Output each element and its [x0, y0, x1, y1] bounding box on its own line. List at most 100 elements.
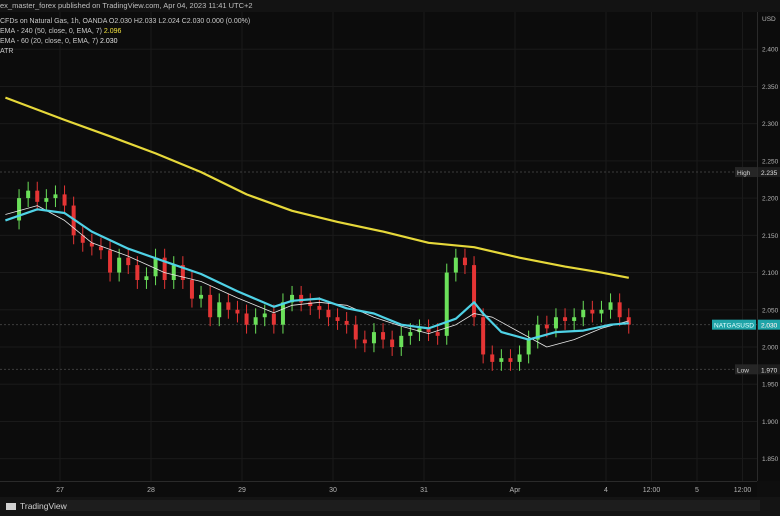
price-tick-label: 2.150 [762, 233, 779, 240]
chart-area[interactable]: High Low NATGASUSD CFDs on Natural Gas, 1h… [0, 12, 757, 481]
candle-body [217, 302, 222, 318]
price-tick-label: 2.000 [762, 345, 779, 352]
candle-body [417, 328, 422, 333]
candle-body [572, 317, 577, 321]
candle-body [462, 257, 467, 266]
candle-body [290, 294, 295, 303]
legend-ema-60[interactable]: EMA - 60 (20, close, 0, EMA, 7) 2.030 [0, 38, 118, 45]
time-tick-label: 29 [238, 487, 246, 494]
ema-240-line [5, 96, 630, 279]
candle-body [135, 265, 140, 280]
candle-body [490, 354, 495, 362]
candle-body [344, 320, 349, 325]
price-tick-label: 1.900 [762, 419, 779, 426]
candle-body [353, 324, 358, 340]
currency-label: USD [762, 16, 776, 23]
candle-body [563, 317, 568, 321]
footer-bar [60, 500, 760, 511]
candle-body [271, 313, 276, 325]
candle-body [617, 302, 622, 318]
high-tag: High [735, 167, 757, 178]
candle-body [553, 317, 558, 329]
legend-atr[interactable]: ATR [0, 48, 14, 55]
candle-body [44, 198, 49, 202]
legend-ema-60-label: EMA - 60 (20, close, 0, EMA, 7) [0, 38, 99, 45]
candle-body [117, 257, 122, 273]
legend-ema-60-value: 2.030 [100, 38, 118, 45]
candle-body [17, 198, 22, 221]
time-tick-label: 12:00 [734, 487, 752, 494]
candle-body [208, 294, 213, 318]
time-tick-label: 31 [420, 487, 428, 494]
high-tag-label: High [737, 170, 751, 177]
candle-body [444, 272, 449, 336]
legend-symbol[interactable]: CFDs on Natural Gas, 1h, OANDA O2.030 H2… [0, 18, 251, 25]
symbol-tag-label: NATGASUSD [714, 323, 754, 330]
candle-body [599, 309, 604, 314]
footer: TradingView [0, 497, 780, 516]
candle-body [435, 332, 440, 336]
candle-body [481, 317, 486, 355]
candle-body [189, 280, 194, 299]
low-tag: Low [735, 364, 757, 375]
candle-body [590, 309, 595, 314]
candle-body [362, 339, 367, 344]
candle-body [126, 257, 131, 266]
candle-body [180, 265, 185, 280]
candle-body [89, 242, 94, 247]
legend-ema-240[interactable]: EMA - 240 (50, close, 0, EMA, 7) 2.096 [0, 28, 121, 35]
brand-label: TradingView [20, 501, 67, 511]
current-price-label: 2.030 [761, 323, 778, 330]
legend-ema-240-label: EMA - 240 (50, close, 0, EMA, 7) [0, 28, 102, 35]
candle-body [308, 302, 313, 307]
time-tick-label: 5 [695, 487, 699, 494]
price-tick-label: 2.100 [762, 270, 779, 277]
symbol-tag: NATGASUSD [712, 319, 756, 330]
high-tag-bg [735, 167, 757, 178]
candle-body [426, 328, 431, 333]
price-tick-label: 1.850 [762, 456, 779, 463]
symbol-price-badge-bg [758, 319, 780, 330]
price-tick-label: 2.200 [762, 196, 779, 203]
candle-body [381, 332, 386, 340]
price-tick-label: 2.250 [762, 158, 779, 165]
candle-body [235, 309, 240, 314]
symbol-price-badge: 2.030 [761, 323, 778, 330]
candle-body [581, 309, 586, 318]
candle-body [98, 246, 103, 251]
candle-body [508, 358, 513, 362]
low-price-badge-bg [758, 364, 780, 375]
time-axis-labels: 27 28 29 30 31 Apr 4 12:00 5 12:00 [56, 487, 752, 494]
thin-line [5, 205, 629, 348]
candle-body [280, 302, 285, 325]
tradingview-logo-icon [6, 503, 16, 510]
price-tick-label: 2.050 [762, 307, 779, 314]
time-axis[interactable]: 27 28 29 30 31 Apr 4 12:00 5 12:00 [0, 481, 757, 497]
candle-body [244, 313, 249, 325]
time-tick-label: 28 [147, 487, 155, 494]
price-tick-label: 1.950 [762, 382, 779, 389]
candle-body [408, 332, 413, 336]
legend-ema-240-value: 2.096 [103, 28, 122, 35]
price-axis[interactable]: 2.400 2.350 2.300 2.250 2.200 2.150 2.100 2.050… [757, 12, 780, 481]
candle-body [80, 235, 85, 243]
publish-header: ex_master_forex published on TradingView… [0, 0, 780, 12]
time-tick-label: 30 [329, 487, 337, 494]
time-tick-label: Apr [510, 487, 522, 494]
tradingview-brand: TradingView [6, 501, 67, 511]
time-tick-label: 12:00 [643, 487, 661, 494]
candle-body [108, 250, 113, 273]
price-tick-label: 2.350 [762, 84, 779, 91]
candle-body [171, 265, 176, 280]
price-axis-labels: 2.400 2.350 2.300 2.250 2.200 2.150 2.100 2.050… [758, 16, 780, 463]
candle-body [544, 324, 549, 329]
price-chart[interactable]: High Low NATGASUSD [0, 12, 757, 481]
candle-body [517, 354, 522, 362]
candle-body [399, 335, 404, 347]
candle-body [226, 302, 231, 310]
candle-body [262, 313, 267, 318]
candle-body [153, 257, 158, 277]
candle-body [472, 265, 477, 318]
publisher-text: ex_master_forex published on TradingView… [0, 1, 253, 10]
candle-body [326, 309, 331, 318]
